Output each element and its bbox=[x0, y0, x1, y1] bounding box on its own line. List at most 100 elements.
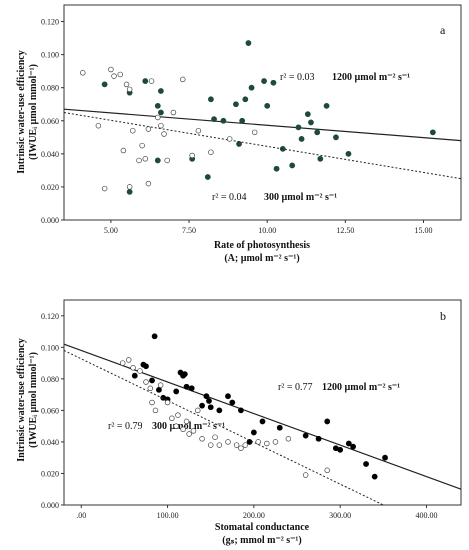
panel-a-point-1200 bbox=[304, 111, 311, 118]
panel-a-point-1200 bbox=[429, 129, 436, 136]
panel-b-point-300 bbox=[272, 439, 279, 445]
panel-a-point-1200 bbox=[245, 40, 252, 46]
panel-b-ytick-label: 0.080 bbox=[41, 375, 59, 384]
panel-a-xtick-label: 15.00 bbox=[414, 226, 432, 235]
panel-b-point-1200 bbox=[203, 393, 210, 400]
panel-a-point-300 bbox=[158, 122, 164, 129]
panel-a-label-300: 300 µmol m⁻² s⁻¹ bbox=[264, 192, 337, 203]
panel-b-point-1200 bbox=[302, 432, 309, 439]
panel-b-ytick-label: 0.100 bbox=[41, 343, 59, 352]
panel-b-point-300 bbox=[242, 442, 248, 448]
panel-b-point-300 bbox=[164, 399, 171, 406]
panel-b-point-300 bbox=[216, 442, 223, 448]
panel-b-point-1200 bbox=[238, 407, 244, 414]
panel-b-point-1200 bbox=[229, 399, 236, 406]
panel-b-point-300 bbox=[233, 442, 240, 448]
panel-b-fit-line-300 bbox=[63, 350, 384, 506]
panel-b-ylabel: Intrinsic water-use efficiency (IWUEᵢ µm… bbox=[16, 338, 39, 461]
panel-b-point-300 bbox=[212, 434, 218, 440]
panel-a-fit-line-1200 bbox=[63, 108, 462, 142]
panel-a-ylabel: Intrinsic water-use efficiency (IWUEᵢ µm… bbox=[16, 50, 39, 173]
panel-b-point-300 bbox=[173, 423, 179, 429]
panel-a-point-1200 bbox=[317, 155, 324, 162]
panel-b-point-300 bbox=[302, 472, 309, 478]
panel-b-point-1200 bbox=[225, 393, 231, 400]
panel-b-point-300 bbox=[285, 436, 292, 442]
panel-b-point-1200 bbox=[324, 418, 331, 425]
panel-a-point-1200 bbox=[295, 124, 302, 131]
panel-a-point-1200 bbox=[142, 78, 149, 84]
panel-a-point-1200 bbox=[233, 101, 239, 108]
panel-b-point-300 bbox=[264, 440, 270, 447]
panel-a-point-1200 bbox=[154, 157, 161, 164]
panel-b-point-300 bbox=[186, 431, 192, 437]
panel-b-fit-line-1200 bbox=[63, 343, 462, 490]
panel-a-point-300 bbox=[80, 70, 86, 76]
panel-a-point-1200 bbox=[314, 129, 321, 136]
panel-b-ytick-label: 0.120 bbox=[41, 312, 59, 321]
panel-b-point-1200 bbox=[246, 439, 253, 445]
panel-b-point-1200 bbox=[216, 407, 223, 414]
panel-b: b Intrinsic water-use efficiency (IWUEᵢ … bbox=[16, 299, 462, 546]
panel-a-point-1200 bbox=[154, 102, 161, 109]
panel-a-point-300 bbox=[126, 184, 133, 190]
panel-a-point-1200 bbox=[264, 102, 271, 109]
panel-b-point-1200 bbox=[345, 440, 352, 447]
panel-b-point-1200 bbox=[181, 371, 188, 378]
panel-b-point-300 bbox=[207, 442, 214, 448]
panel-a-point-1200 bbox=[242, 96, 249, 103]
panel-a-point-300 bbox=[189, 152, 195, 159]
panel-a: a Intrinsic water-use efficiency (IWUEᵢ … bbox=[16, 4, 462, 264]
panel-b-xtick-label: 400.00 bbox=[415, 511, 437, 520]
panel-b-point-300 bbox=[157, 382, 164, 388]
panel-a-point-300 bbox=[251, 129, 258, 136]
panel-b-point-300 bbox=[137, 368, 143, 374]
panel-a-point-300 bbox=[126, 86, 133, 93]
panel-b-point-1200 bbox=[151, 333, 158, 340]
panel-a-point-300 bbox=[148, 78, 155, 84]
panel-b-xlabel: Stomatal conductance bbox=[215, 522, 310, 533]
panel-b-xtick-label: 300.00 bbox=[329, 511, 351, 520]
panel-a-ytick-label: 0.060 bbox=[41, 117, 59, 126]
panel-b-point-1200 bbox=[207, 404, 214, 411]
panel-b-point-1200 bbox=[382, 454, 388, 461]
panel-a-point-1200 bbox=[158, 109, 164, 116]
panel-a-point-300 bbox=[195, 127, 202, 134]
panel-b-point-1200 bbox=[315, 435, 322, 442]
panel-b-point-300 bbox=[324, 467, 330, 474]
panel-a-point-1200 bbox=[345, 150, 352, 157]
panel-a-point-300 bbox=[180, 76, 186, 83]
panel-b-point-300 bbox=[180, 426, 186, 433]
panel-b-point-300 bbox=[169, 415, 175, 422]
panel-b-point-300 bbox=[125, 357, 132, 363]
panel-a-point-1200 bbox=[270, 79, 277, 86]
panel-a-point-1200 bbox=[211, 116, 217, 123]
panel-b-point-300 bbox=[195, 407, 201, 414]
panel-a-label: a bbox=[440, 23, 446, 37]
panel-a-point-300 bbox=[142, 156, 149, 162]
panel-a-point-1200 bbox=[323, 102, 330, 109]
panel-b-point-300 bbox=[190, 428, 197, 434]
panel-a-ytick-label: 0.000 bbox=[41, 216, 59, 225]
panel-b-point-1200 bbox=[183, 383, 190, 390]
panel-a-point-300 bbox=[117, 71, 124, 78]
panel-a-point-1200 bbox=[220, 117, 227, 124]
panel-b-point-300 bbox=[175, 412, 181, 418]
panel-a-point-300 bbox=[145, 180, 152, 187]
panel-a-r2-1200: r² = 0.03 bbox=[280, 72, 314, 83]
panel-a-point-1200 bbox=[298, 136, 305, 142]
panel-a-xlabel: Rate of photosynthesis bbox=[214, 240, 310, 251]
panel-b-point-1200 bbox=[156, 386, 162, 393]
panel-a-point-300 bbox=[155, 114, 161, 121]
panel-a-point-1200 bbox=[158, 88, 164, 94]
panel-a-point-1200 bbox=[101, 81, 108, 88]
panel-a-point-300 bbox=[139, 142, 145, 149]
panel-b-point-1200 bbox=[173, 388, 180, 395]
panel-b-point-1200 bbox=[149, 377, 155, 384]
panel-a-point-300 bbox=[130, 127, 136, 134]
panel-b-label: b bbox=[440, 309, 446, 323]
panel-a-frame bbox=[63, 4, 462, 221]
panel-a-ytick-label: 0.100 bbox=[41, 51, 59, 60]
panel-a-xtick-label: 10.00 bbox=[258, 226, 276, 235]
